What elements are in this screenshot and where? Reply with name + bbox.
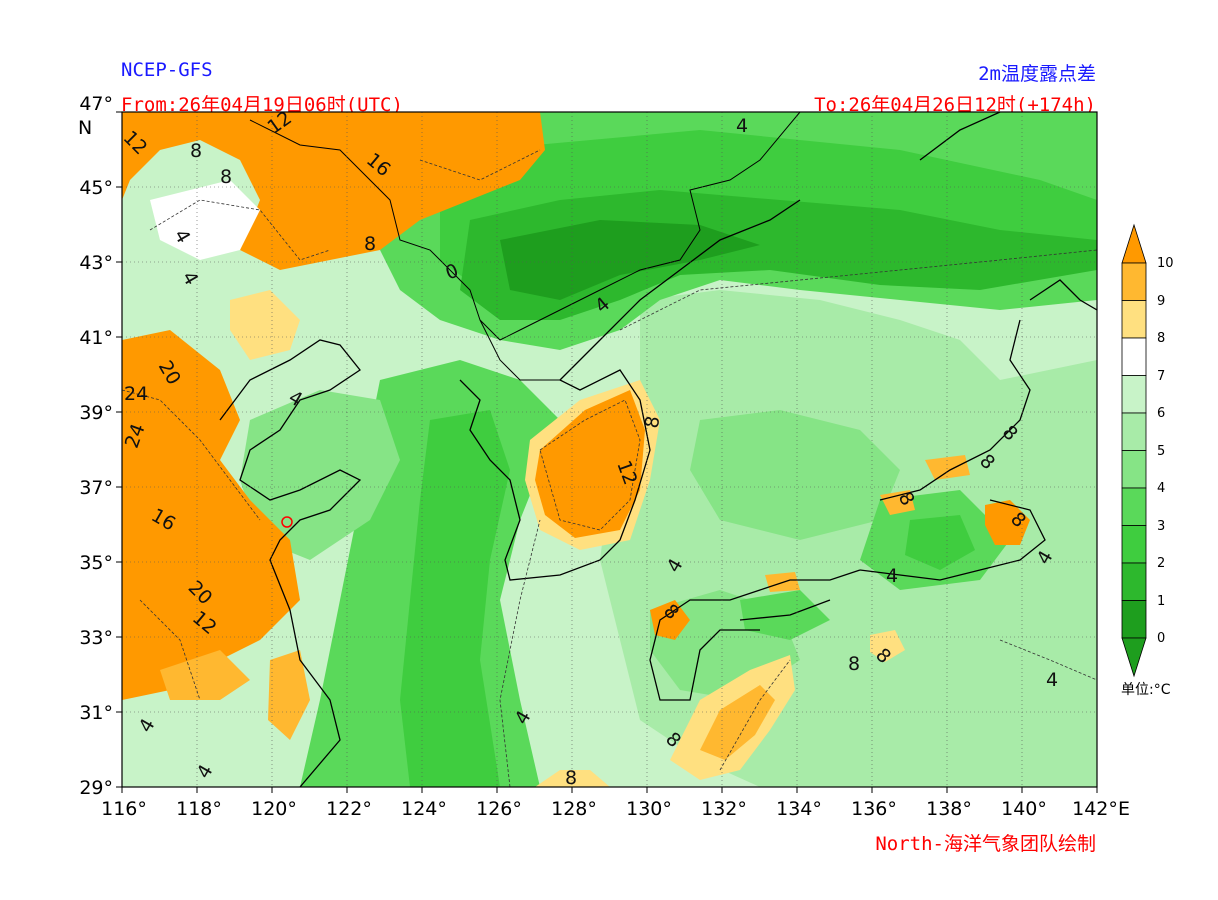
colorbar-labels: 0 1 2 3 4 5 6 7 8 9 10 [1157, 256, 1174, 646]
lon-axis [121, 787, 1098, 793]
map-field: 12 8 8 12 16 8 4 4 0 4 4 20 24 24 4 16 2… [122, 112, 1097, 789]
field-japan-dry-1 [985, 500, 1030, 545]
lat-unit-label: N [78, 117, 92, 139]
field-ocean-dry-9 [700, 685, 775, 760]
field-sea-2 [400, 410, 510, 787]
colorbar-unit-label: 单位:°C [1121, 682, 1171, 698]
colorbar-swatch-6 [1121, 375, 1147, 414]
plot-frame [121, 111, 1098, 788]
colorbar-label: 1 [1157, 594, 1165, 609]
contour-label: 8 [364, 233, 376, 255]
lon-tick-label: 120° [251, 798, 297, 820]
field-korea-10 [535, 390, 645, 538]
contour-lines [122, 149, 1097, 787]
colorbar [1121, 223, 1147, 678]
field-mongolia-8 [230, 290, 300, 360]
lon-tick-label: 134° [776, 798, 822, 820]
field-east-dry [268, 650, 310, 740]
colorbar-label: 5 [1157, 444, 1165, 459]
lat-tick-label: 39° [79, 402, 113, 424]
variable-title: 2m温度露点差 [978, 63, 1096, 85]
colorbar-label: 0 [1157, 631, 1165, 646]
colorbar-label: 3 [1157, 519, 1165, 534]
field-bohai-4 [240, 390, 400, 560]
lat-tick-label: 41° [79, 327, 113, 349]
contour-label: 8 [848, 653, 860, 675]
lon-tick-label: 116° [101, 798, 147, 820]
lon-tick-label: 124° [401, 798, 447, 820]
lon-tick-label: 142° [1072, 798, 1118, 820]
contour-label: 4 [736, 115, 748, 137]
contour-label: 8 [565, 767, 577, 789]
colorbar-label: 10 [1157, 256, 1174, 271]
lat-labels: 29° 31° 33° 35° 37° 39° 41° 43° 45° 47° [79, 93, 113, 799]
colorbar-swatch-4 [1121, 450, 1147, 489]
lon-tick-label: 138° [926, 798, 972, 820]
lon-tick-label: 136° [851, 798, 897, 820]
field-japan-dry-3 [880, 490, 915, 515]
graticule [122, 112, 1097, 787]
lat-tick-label: 47° [79, 93, 113, 115]
colorbar-swatch-3 [1121, 487, 1147, 526]
colorbar-label: 9 [1157, 294, 1165, 309]
field-japan-dry-2 [925, 455, 970, 480]
colorbar-swatch-8 [1121, 300, 1147, 339]
colorbar-label: 7 [1157, 369, 1165, 384]
lon-tick-label: 128° [551, 798, 597, 820]
lon-tick-label: 118° [176, 798, 222, 820]
lat-tick-label: 35° [79, 552, 113, 574]
field-ne-0 [500, 220, 760, 300]
contour-label: 8 [641, 414, 665, 430]
contour-label: 4 [1046, 669, 1058, 691]
field-japan-2 [905, 515, 975, 570]
lat-tick-label: 45° [79, 177, 113, 199]
field-west-10 [122, 330, 300, 700]
lon-tick-label: 122° [326, 798, 372, 820]
colorbar-swatch-9 [1121, 262, 1147, 301]
lon-tick-label: 132° [701, 798, 747, 820]
station-marker [281, 516, 293, 528]
field-south-dry [535, 770, 610, 787]
colorbar-label: 6 [1157, 406, 1165, 421]
lon-tick-label: 126° [476, 798, 522, 820]
country-borders [249, 112, 801, 381]
lat-tick-label: 43° [79, 252, 113, 274]
field-ocean-4 [690, 410, 900, 540]
colorbar-swatch-5 [1121, 412, 1147, 451]
field-mongolia-10 [122, 112, 545, 270]
lon-tick-label: 140° [1001, 798, 1047, 820]
field-kyushu-dry [650, 600, 690, 640]
lat-axis [116, 111, 122, 788]
model-name: NCEP-GFS [121, 59, 213, 81]
lat-tick-label: 33° [79, 627, 113, 649]
lat-tick-label: 31° [79, 702, 113, 724]
lat-tick-label: 29° [79, 777, 113, 799]
colorbar-cap-bottom [1121, 637, 1147, 678]
lon-tick-label: 130° [626, 798, 672, 820]
lon-labels: 116° 118° 120° 122° 124° 126° 128° 130° … [101, 798, 1118, 820]
field-west-9 [160, 650, 250, 700]
field-ocean-dry-small [870, 630, 905, 662]
credit-label: North-海洋气象团队绘制 [875, 833, 1096, 855]
colorbar-swatch-7 [1121, 337, 1147, 376]
contour-label: 8 [220, 166, 232, 188]
colorbar-swatch-0 [1121, 600, 1147, 639]
contour-label: 24 [124, 383, 148, 405]
coastlines [219, 112, 1097, 787]
colorbar-label: 2 [1157, 556, 1165, 571]
colorbar-swatch-1 [1121, 562, 1147, 601]
field-mongolia-white [150, 180, 260, 260]
colorbar-label: 4 [1157, 481, 1165, 496]
colorbar-swatch-2 [1121, 525, 1147, 564]
colorbar-cap-top [1121, 223, 1147, 264]
colorbar-label: 8 [1157, 331, 1165, 346]
contour-label: 8 [190, 140, 202, 162]
valid-time: To:26年04月26日12时(+174h) [814, 94, 1096, 116]
lon-unit-label: E [1118, 798, 1130, 820]
init-time: From:26年04月19日06时(UTC) [121, 94, 403, 116]
contour-label: 4 [886, 565, 898, 587]
lat-tick-label: 37° [79, 477, 113, 499]
